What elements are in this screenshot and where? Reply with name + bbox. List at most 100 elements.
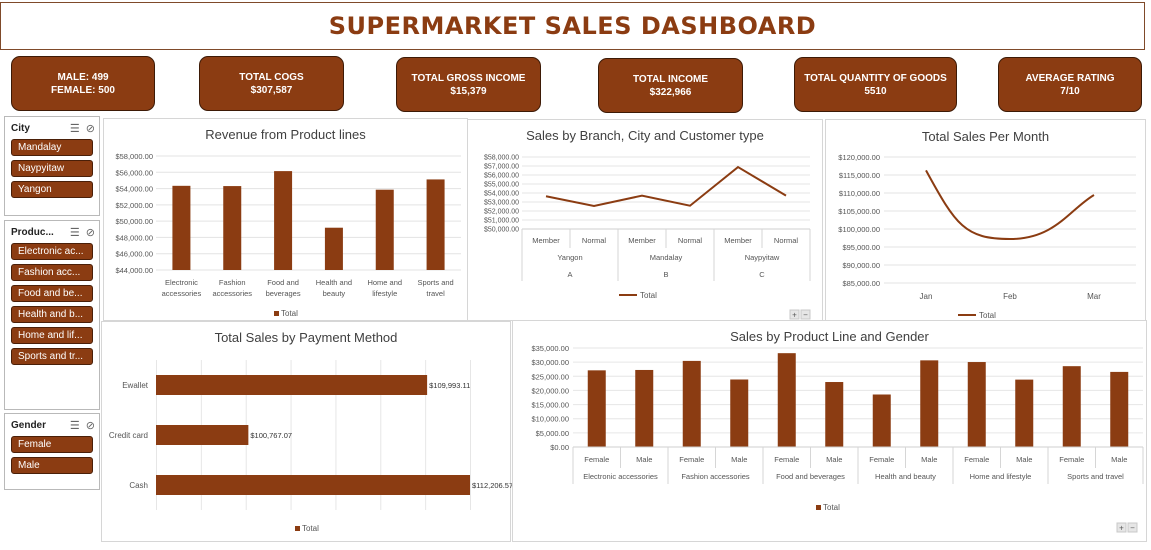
legend-label: Total [979, 311, 996, 320]
y-tick-label: $25,000.00 [531, 372, 569, 381]
y-tick-label: Credit card [109, 431, 148, 440]
y-tick-label: $105,000.00 [838, 207, 880, 216]
y-tick-label: Ewallet [122, 381, 149, 390]
city-item-yangon[interactable]: Yangon [11, 181, 93, 198]
branch-chart-svg: $58,000.00 $57,000.00 $56,000.00 $55,000.00… [484, 155, 811, 320]
branch-label: C [759, 270, 765, 279]
product-item-fashion[interactable]: Fashion acc... [11, 264, 93, 281]
bar [274, 171, 293, 270]
x-tick-label: lifestyle [372, 289, 397, 298]
bar [635, 369, 654, 447]
x-tick-label: Feb [1003, 292, 1017, 301]
y-tick-label: $44,000.00 [115, 266, 153, 275]
product-slicer-header: Produc... ☰ ⊘ [5, 221, 99, 243]
kpi-value: 5510 [864, 85, 887, 97]
y-tick-label: $56,000.00 [484, 173, 519, 180]
kpi-average-rating: AVERAGE RATING 7/10 [998, 57, 1142, 112]
zoom-in-icon: + [792, 311, 797, 320]
x-tick-label: Male [1111, 455, 1127, 464]
legend-label: Total [823, 503, 840, 512]
product-item-home[interactable]: Home and lif... [11, 327, 93, 344]
kpi-gender-count: MALE: 499 FEMALE: 500 [11, 56, 155, 111]
city-slicer-header: City ☰ ⊘ [5, 117, 99, 139]
kpi-label: TOTAL GROSS INCOME [411, 72, 526, 84]
product-item-food[interactable]: Food and be... [11, 285, 93, 302]
series-line [545, 165, 787, 207]
kpi-value: $322,966 [649, 86, 692, 98]
x-tick-label: Female [774, 455, 799, 464]
x-tick-label: Member [628, 236, 656, 245]
kpi-label: TOTAL INCOME [633, 73, 708, 85]
sales-branch-city-chart[interactable]: Sales by Branch, City and Customer type … [467, 119, 823, 321]
y-tick-label: $46,000.00 [115, 250, 153, 259]
legend-label: Total [302, 524, 319, 533]
legend-swatch [816, 505, 821, 510]
payment-chart-svg: Ewallet $109,993.11 Credit card $100,767.07… [109, 360, 512, 533]
payment-method-chart[interactable]: Total Sales by Payment Method Ewallet $10… [101, 321, 512, 542]
x-tick-label: Sports and [417, 278, 453, 287]
clear-filter-icon[interactable]: ⊘ [85, 419, 95, 432]
x-tick-label: Female [1059, 455, 1084, 464]
y-tick-label: $52,000.00 [484, 209, 519, 216]
city-slicer: City ☰ ⊘ Mandalay Naypyitaw Yangon [4, 116, 100, 216]
gender-item-female[interactable]: Female [11, 436, 93, 453]
legend-swatch [274, 311, 279, 316]
kpi-value: $15,379 [450, 85, 487, 97]
revenue-product-lines-chart[interactable]: Revenue from Product lines $58,000.00 $56… [103, 118, 468, 321]
x-tick-label: Fashion [219, 278, 246, 287]
revenue-chart-svg: $58,000.00 $56,000.00 $54,000.00 $52,000.00… [115, 152, 461, 318]
x-tick-label: Male [636, 455, 652, 464]
x-tick-label: Home and [367, 278, 402, 287]
clear-filter-icon[interactable]: ⊘ [85, 226, 95, 239]
bar [324, 227, 343, 270]
clear-filter-icon[interactable]: ⊘ [85, 122, 95, 135]
x-tick-label: Female [964, 455, 989, 464]
branch-label: A [567, 270, 572, 279]
bar [682, 360, 701, 447]
y-tick-label: $35,000.00 [531, 344, 569, 353]
legend-swatch [295, 526, 300, 531]
product-item-sports[interactable]: Sports and tr... [11, 348, 93, 365]
product-item-electronic[interactable]: Electronic ac... [11, 243, 93, 260]
y-tick-label: $110,000.00 [839, 189, 880, 198]
y-tick-label: Cash [129, 481, 148, 490]
x-tick-label: travel [426, 289, 445, 298]
y-tick-label: $30,000.00 [531, 358, 569, 367]
y-tick-label: $0.00 [550, 443, 569, 452]
bar [172, 185, 191, 270]
gender-slicer-header: Gender ☰ ⊘ [5, 414, 99, 436]
group-label: Food and beverages [776, 472, 845, 481]
kpi-label: TOTAL QUANTITY OF GOODS [804, 72, 947, 84]
bar [223, 186, 242, 270]
y-tick-label: $90,000.00 [842, 261, 880, 270]
chart-title: Total Sales by Payment Method [214, 330, 398, 345]
product-line-slicer: Produc... ☰ ⊘ Electronic ac... Fashion ac… [4, 220, 100, 410]
product-slicer-title: Produc... [11, 226, 54, 238]
kpi-total-income: TOTAL INCOME $322,966 [598, 58, 743, 113]
city-item-mandalay[interactable]: Mandalay [11, 139, 93, 156]
y-tick-label: $85,000.00 [842, 279, 880, 288]
kpi-label: TOTAL COGS [239, 71, 304, 83]
gender-item-male[interactable]: Male [11, 457, 93, 474]
bar [920, 360, 939, 447]
bar [967, 362, 986, 447]
bar [156, 475, 470, 495]
y-tick-label: $55,000.00 [484, 182, 519, 189]
group-label: Electronic accessories [583, 472, 658, 481]
x-tick-label: beauty [323, 289, 346, 298]
bar [156, 375, 428, 395]
product-item-health[interactable]: Health and b... [11, 306, 93, 323]
y-tick-label: $54,000.00 [115, 185, 153, 194]
x-tick-label: Female [584, 455, 609, 464]
gender-slicer-title: Gender [11, 419, 47, 431]
city-label: Yangon [557, 253, 582, 262]
y-tick-label: $50,000.00 [484, 227, 519, 234]
y-tick-label: $100,000.00 [838, 225, 880, 234]
multi-select-icon[interactable]: ☰ [69, 122, 80, 135]
multi-select-icon[interactable]: ☰ [69, 226, 80, 239]
product-gender-chart[interactable]: Sales by Product Line and Gender $35,000… [512, 320, 1147, 542]
multi-select-icon[interactable]: ☰ [69, 419, 80, 432]
sales-per-month-chart[interactable]: Total Sales Per Month $120,000.00 $115,00… [825, 119, 1146, 321]
kpi-total-gross-income: TOTAL GROSS INCOME $15,379 [396, 57, 541, 112]
city-item-naypyitaw[interactable]: Naypyitaw [11, 160, 93, 177]
